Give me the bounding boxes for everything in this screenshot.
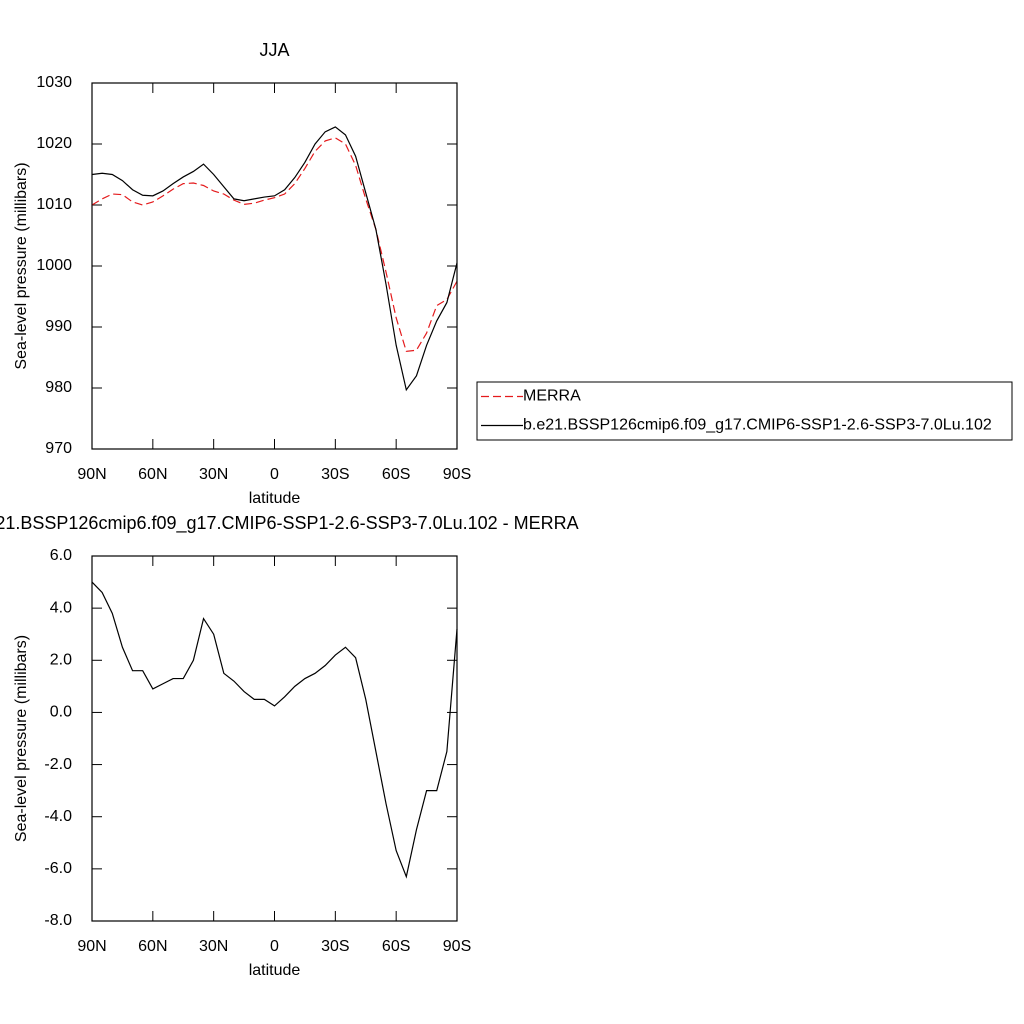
x-tick-label: 60N [138,938,167,955]
x-axis-label: latitude [249,962,301,979]
y-axis-label: Sea-level pressure (millibars) [13,635,30,842]
x-tick-label: 60N [138,466,167,483]
x-tick-label: 60S [382,466,410,483]
y-tick-label: 4.0 [50,599,72,616]
y-tick-label: 2.0 [50,652,72,669]
legend-box [476,381,1013,441]
y-tick-label: 1030 [36,74,72,91]
y-tick-label: -8.0 [44,912,72,929]
legend-label: b.e21.BSSP126cmip6.f09_g17.CMIP6-SSP1-2.… [523,417,992,434]
line-series [91,581,458,879]
x-tick-label: 0 [270,938,279,955]
x-tick-label: 60S [382,938,410,955]
legend-label: MERRA [523,388,581,405]
y-tick-label: -4.0 [44,808,72,825]
y-tick-label: -6.0 [44,860,72,877]
plot-frame [91,555,458,922]
x-tick-label: 90N [77,938,106,955]
x-tick-label: 30N [199,466,228,483]
y-tick-label: -2.0 [44,756,72,773]
line-series [91,126,458,392]
chart-title: b.e21.BSSP126cmip6.f09_g17.CMIP6-SSP1-2.… [0,513,579,534]
x-tick-label: 30S [321,938,349,955]
line-series [91,137,458,353]
y-tick-label: 6.0 [50,547,72,564]
x-tick-label: 90N [77,466,106,483]
y-tick-label: 970 [45,440,72,457]
x-tick-label: 90S [443,466,471,483]
x-tick-label: 0 [270,466,279,483]
y-tick-label: 1000 [36,257,72,274]
x-tick-label: 30S [321,466,349,483]
x-axis-label: latitude [249,490,301,507]
plot-frame [91,82,458,450]
x-tick-label: 90S [443,938,471,955]
y-tick-label: 1010 [36,196,72,213]
y-tick-label: 980 [45,379,72,396]
y-tick-label: 990 [45,318,72,335]
y-tick-label: 1020 [36,135,72,152]
y-tick-label: 0.0 [50,704,72,721]
chart-title: JJA [259,40,289,60]
x-tick-label: 30N [199,938,228,955]
y-axis-label: Sea-level pressure (millibars) [13,162,30,369]
